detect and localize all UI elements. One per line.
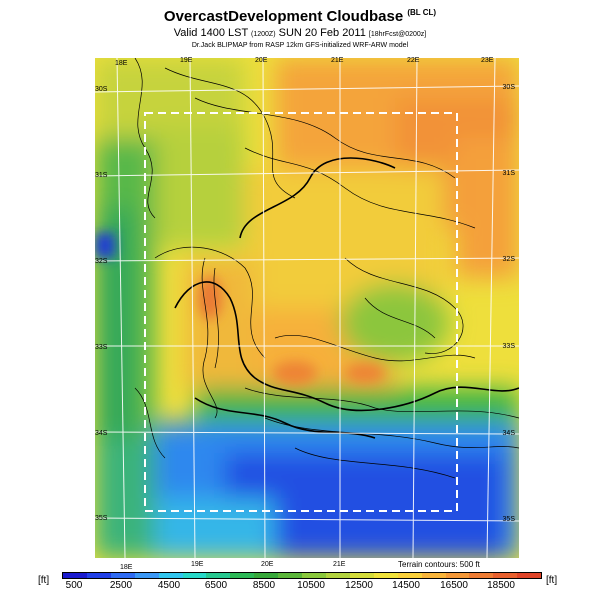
- lon-label-top: 18E: [115, 60, 128, 67]
- map-canvas: [94, 57, 520, 559]
- colorbar-swatch: [302, 573, 326, 578]
- colorbar-swatch: [158, 573, 183, 578]
- colorbar-tick: 8500: [252, 580, 276, 591]
- colorbar-swatch: [493, 573, 518, 578]
- colorbar-swatch: [206, 573, 231, 578]
- lat-label-left: 32S: [95, 258, 108, 265]
- colorbar-swatch: [230, 573, 255, 578]
- lat-label-right: 31S: [502, 170, 515, 177]
- map-subtitle: Valid 1400 LST (1200Z) SUN 20 Feb 2011 […: [173, 27, 427, 39]
- lon-label-top: 20E: [255, 57, 268, 64]
- lat-label-left: 30S: [95, 86, 108, 93]
- lon-label-top: 19E: [180, 57, 193, 64]
- colorbar-swatch: [349, 573, 374, 578]
- lat-label-right: 34S: [502, 430, 515, 437]
- colorbar-swatch: [325, 573, 350, 578]
- lon-label-bottom: 18E: [120, 564, 133, 571]
- lat-lon-grid: [94, 57, 520, 559]
- colorbar-swatch: [373, 573, 398, 578]
- colorbar-swatch: [254, 573, 279, 578]
- cloudbase-map: 18E 19E 20E 21E 22E 23E 18E 19E 20E 21E …: [94, 57, 520, 571]
- lon-label-bottom: 20E: [261, 561, 274, 568]
- map-title-suffix: (BL CL): [407, 8, 437, 17]
- colorbar-swatch: [469, 573, 494, 578]
- lat-label-right: 32S: [502, 256, 515, 263]
- lon-label-bottom: 19E: [191, 561, 204, 568]
- colorbar-swatch: [397, 573, 422, 578]
- lat-label-left: 34S: [95, 430, 108, 437]
- colorbar: [62, 572, 542, 579]
- lat-label-left: 33S: [95, 344, 108, 351]
- colorbar-swatch: [445, 573, 470, 578]
- lon-label-top: 23E: [481, 57, 494, 64]
- colorbar-tick: 2500: [109, 580, 133, 591]
- colorbar-tick: 10500: [297, 580, 325, 591]
- colorbar-swatch: [517, 573, 542, 578]
- colorbar-swatch: [278, 573, 303, 578]
- colorbar-tick: 18500: [487, 580, 515, 591]
- terrain-contours: [134, 57, 520, 479]
- colorbar-unit-left: [ft]: [38, 575, 50, 586]
- colorbar-tick: 500: [65, 580, 83, 591]
- colorbar-tick: 16500: [440, 580, 468, 591]
- lat-label-right: 30S: [502, 84, 515, 91]
- lon-label-bottom: 21E: [333, 561, 346, 568]
- domain-boundary: [144, 112, 458, 512]
- subtitle-run: [18hrFcst@0200z]: [368, 31, 427, 38]
- lat-label-right: 35S: [502, 516, 515, 523]
- colorbar-swatch: [110, 573, 135, 578]
- colorbar-swatch: [421, 573, 446, 578]
- terrain-contours-note: Terrain contours: 500 ft: [398, 560, 480, 569]
- colorbar-tick: 12500: [345, 580, 373, 591]
- subtitle-utc: (1200Z): [251, 31, 276, 38]
- colorbar-tick: 6500: [204, 580, 228, 591]
- colorbar-tick: 4500: [157, 580, 181, 591]
- lat-label-left: 35S: [95, 515, 108, 522]
- subtitle-date: SUN 20 Feb 2011: [278, 27, 366, 39]
- colorbar-swatch: [134, 573, 159, 578]
- lat-label-right: 33S: [502, 343, 515, 350]
- lat-label-left: 31S: [95, 172, 108, 179]
- colorbar-swatch: [86, 573, 111, 578]
- colorbar-unit-right: [ft]: [546, 575, 558, 586]
- colorbar-swatch: [182, 573, 207, 578]
- model-credit: Dr.Jack BLIPMAP from RASP 12km GFS-initi…: [191, 42, 409, 49]
- colorbar-swatch: [63, 573, 87, 578]
- colorbar-tick: 14500: [392, 580, 420, 591]
- lon-label-top: 22E: [407, 57, 420, 64]
- lon-label-top: 21E: [331, 57, 344, 64]
- map-title: OvercastDevelopment Cloudbase (BL CL): [163, 8, 437, 25]
- cloudbase-contours-bold: [174, 157, 520, 439]
